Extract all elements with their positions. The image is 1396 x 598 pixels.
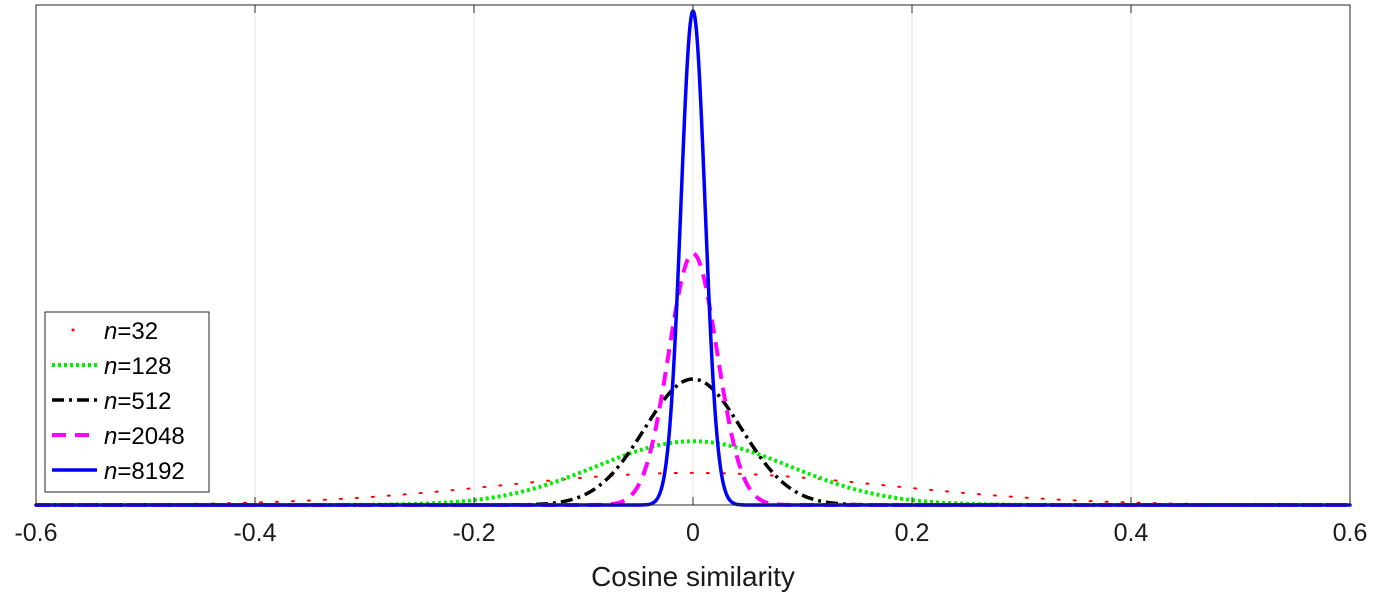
x-axis-title: Cosine similarity	[591, 561, 795, 592]
x-tick-label: -0.2	[452, 519, 495, 547]
x-tick-label: 0.6	[1333, 519, 1368, 547]
legend-label-n128: n=128	[104, 353, 171, 380]
grid-lines	[254, 5, 1132, 505]
legend-label-n8192: n=8192	[104, 458, 185, 485]
legend-label-n2048: n=2048	[104, 423, 185, 450]
x-tick-label: -0.4	[233, 519, 276, 547]
x-axis: -0.6 -0.4 -0.2 0 0.2 0.4 0.6	[14, 5, 1367, 547]
legend-marker-n32	[71, 328, 75, 332]
legend-label-n32: n=32	[104, 318, 158, 345]
x-tick-label: -0.6	[14, 519, 57, 547]
legend: n=32 n=128 n=512 n=2048 n=8192	[44, 311, 210, 493]
legend-label-n512: n=512	[104, 388, 171, 415]
legend-box	[44, 311, 210, 493]
series-line-n128	[34, 439, 1352, 507]
series-line-n32	[35, 471, 1351, 506]
x-tick-label: 0.2	[895, 519, 930, 547]
x-tick-label: 0.4	[1114, 519, 1149, 547]
x-tick-label: 0	[686, 519, 700, 547]
